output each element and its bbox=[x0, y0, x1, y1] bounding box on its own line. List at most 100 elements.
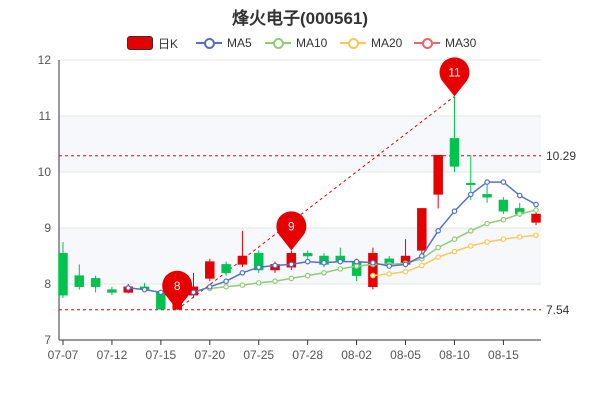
ma5-point bbox=[419, 253, 425, 259]
ma10-point bbox=[435, 244, 441, 251]
plot-band bbox=[59, 284, 541, 340]
x-tick-label: 08-05 bbox=[390, 348, 421, 362]
x-tick-label: 08-15 bbox=[488, 348, 519, 362]
ma20-point bbox=[484, 239, 490, 245]
ma30-line-icon bbox=[414, 36, 440, 50]
x-tick-label: 07-20 bbox=[194, 348, 225, 362]
legend-label-dayk: 日K bbox=[158, 36, 179, 51]
candle-body bbox=[531, 213, 541, 223]
plot-band bbox=[59, 116, 541, 172]
ma10-point bbox=[516, 211, 523, 217]
ma5-point bbox=[484, 179, 490, 185]
candle-body bbox=[368, 252, 378, 288]
ma10-point bbox=[353, 263, 360, 269]
ma20-point bbox=[467, 243, 474, 249]
pin-marker bbox=[276, 211, 307, 251]
candle-body bbox=[498, 199, 509, 212]
candle-body bbox=[221, 264, 231, 274]
candle-body bbox=[466, 182, 476, 185]
candle-body bbox=[205, 261, 215, 279]
ma20-point bbox=[370, 272, 376, 279]
ma10-point bbox=[500, 216, 507, 223]
x-tick-label: 07-25 bbox=[243, 348, 274, 362]
candle-body bbox=[449, 138, 460, 167]
trend-line bbox=[176, 96, 455, 311]
x-tick-label: 07-28 bbox=[292, 348, 323, 362]
ma5-point bbox=[158, 289, 164, 296]
ma10-point bbox=[484, 220, 490, 227]
ma5-point bbox=[272, 262, 278, 269]
x-tick-label: 08-10 bbox=[439, 348, 470, 362]
y-tick-label: 10 bbox=[38, 165, 52, 179]
pin-marker bbox=[439, 57, 470, 97]
ma5-point bbox=[141, 286, 148, 293]
ma5-point bbox=[239, 269, 246, 276]
ma10-point bbox=[304, 272, 311, 279]
ma10-line-icon bbox=[265, 36, 291, 50]
candle-body bbox=[286, 252, 297, 268]
ma5-point bbox=[500, 179, 507, 185]
ma10-point bbox=[337, 266, 344, 272]
candle-swatch-icon bbox=[127, 36, 153, 50]
candle-body bbox=[417, 208, 427, 251]
ma20-point bbox=[402, 268, 409, 275]
ma5-point bbox=[207, 283, 213, 290]
ma5-point bbox=[435, 228, 441, 234]
legend-item-ma5[interactable]: MA5 bbox=[196, 33, 252, 53]
candle-body bbox=[482, 194, 492, 198]
ma20-point bbox=[500, 236, 507, 243]
y-tick-label: 11 bbox=[39, 109, 52, 123]
pin-marker-label: 9 bbox=[288, 219, 295, 233]
legend-label-ma20: MA20 bbox=[371, 36, 403, 50]
ma5-line bbox=[128, 181, 537, 295]
x-tick-label: 07-07 bbox=[48, 348, 79, 362]
ma20-point bbox=[386, 271, 393, 277]
pin-marker-label: 8 bbox=[174, 279, 181, 293]
chart-title: 烽火电子(000561) bbox=[231, 9, 369, 28]
x-tick-label: 07-12 bbox=[97, 348, 128, 362]
pin-marker bbox=[162, 270, 193, 310]
ma10-point bbox=[272, 278, 278, 285]
legend-item-ma10[interactable]: MA10 bbox=[265, 33, 327, 53]
ma5-point bbox=[190, 289, 197, 296]
ma20-point bbox=[435, 254, 441, 260]
ma10-point bbox=[255, 280, 262, 286]
legend-label-ma5: MA5 bbox=[227, 36, 252, 50]
pin-marker-label: 11 bbox=[448, 65, 461, 79]
ma5-point bbox=[516, 192, 523, 199]
legend-item-ma20[interactable]: MA20 bbox=[340, 33, 402, 53]
ma20-point bbox=[419, 262, 425, 269]
ma5-point bbox=[370, 259, 376, 266]
ma10-point bbox=[288, 275, 295, 282]
ma5-point bbox=[304, 258, 311, 265]
ma10-point bbox=[533, 207, 539, 213]
ma5-point bbox=[533, 201, 539, 208]
candle-body bbox=[237, 255, 248, 265]
candle-body bbox=[433, 154, 443, 195]
candle-body bbox=[90, 278, 101, 288]
y-tick-label: 9 bbox=[44, 221, 51, 235]
ma5-line-icon bbox=[196, 36, 222, 50]
y-tick-label: 12 bbox=[38, 53, 52, 67]
legend-item-ma30[interactable]: MA30 bbox=[414, 33, 476, 53]
ma5-point bbox=[386, 263, 393, 269]
ma5-point bbox=[402, 261, 409, 268]
legend-label-ma30: MA30 bbox=[445, 36, 477, 50]
ref-line-label: 10.29 bbox=[546, 149, 576, 163]
legend-item-dayk[interactable]: 日K bbox=[127, 33, 178, 53]
ref-line-label: 7.54 bbox=[546, 303, 570, 317]
candle-body bbox=[74, 275, 85, 288]
ma5-point bbox=[288, 261, 295, 268]
ma10-point bbox=[239, 282, 246, 288]
ma5-point bbox=[125, 285, 132, 291]
ma5-point bbox=[255, 264, 262, 271]
y-tick-label: 7 bbox=[44, 333, 51, 347]
candle-body bbox=[58, 252, 68, 296]
ma10-point bbox=[321, 269, 327, 276]
ma5-point bbox=[223, 278, 229, 285]
ma10-point bbox=[223, 283, 229, 290]
candle-body bbox=[107, 289, 117, 293]
ma20-point bbox=[516, 234, 523, 240]
legend-label-ma10: MA10 bbox=[296, 36, 328, 50]
